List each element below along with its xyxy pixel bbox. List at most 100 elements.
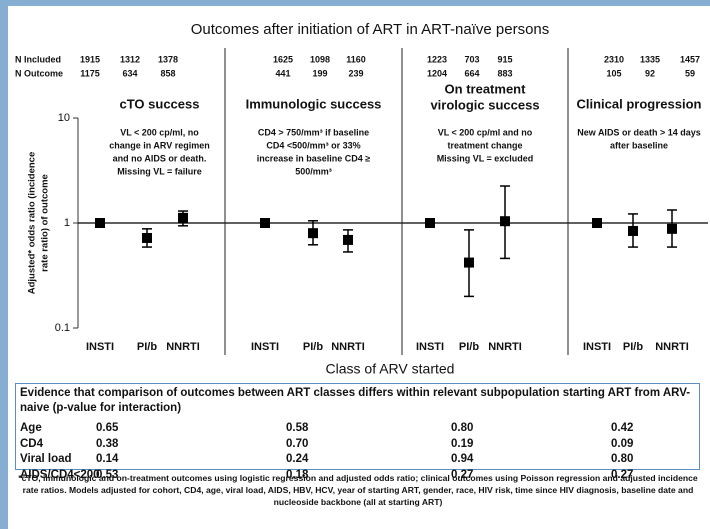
table-cell: 0.38 [96,437,119,450]
point [343,234,353,245]
n-included: 1223 [427,54,447,64]
table-cell: 0.18 [286,468,309,481]
point [178,212,188,223]
panel-note: treatment change [447,140,522,150]
table-cell: 0.58 [286,422,309,434]
n-outcome: 883 [497,68,512,78]
n-outcome-label: N Outcome [15,68,63,78]
n-outcome: 634 [122,68,137,78]
n-included: 1378 [158,54,178,64]
n-outcome: 59 [685,68,695,78]
x-tick-label: PI/b [303,341,323,353]
n-included: 1625 [273,54,293,64]
n-outcome: 441 [275,68,290,78]
x-axis-label: Class of ARV started [326,361,455,375]
table-cell: 0.80 [451,422,474,434]
table-cell: 0.65 [96,422,119,434]
table-cell: 0.42 [611,422,634,434]
point [500,216,510,227]
point [425,218,435,228]
x-tick-label: PI/b [137,341,157,353]
x-tick-label: INSTI [251,341,279,353]
x-tick-label: NNRTI [166,341,200,353]
table-cell: 0.19 [451,437,474,450]
panel-title: Immunologic success [246,96,382,111]
point [667,223,677,234]
panel-note: 500/mm³ [295,166,332,176]
point [592,218,602,228]
point [95,218,105,228]
n-outcome: 105 [606,68,621,78]
panel-note: VL < 200 cp/ml, no [120,127,199,137]
panel-note: Missing VL = excluded [437,153,534,163]
table-cell: 0.53 [96,468,119,481]
panel-note: New AIDS or death > 14 days [577,127,700,137]
n-included-label: N Included [15,54,61,64]
n-included: 2310 [604,54,624,64]
panel-note: CD4 <500/mm³ or 33% [266,140,360,150]
n-outcome: 664 [464,68,479,78]
row-label: AIDS/CD4<200 [20,468,100,481]
y-axis-label: Adjusted* odds ratio (incidence [27,152,38,295]
y-tick-label: 1 [64,217,70,229]
panel-note: CD4 > 750/mm³ if baseline [258,127,369,137]
panel-note: VL < 200 cp/ml and no [438,127,533,137]
n-included: 1457 [680,54,700,64]
interaction-table: Evidence that comparison of outcomes bet… [15,383,700,481]
panel-note: and no AIDS or death. [113,153,207,163]
point [260,218,270,228]
x-tick-label: PI/b [459,341,479,353]
y-axis-label: rate ratio) of outcome [40,174,51,272]
table-cell: 0.09 [611,437,634,450]
n-included: 1335 [640,54,660,64]
x-tick-label: NNRTI [331,341,365,353]
x-tick-label: NNRTI [488,341,522,353]
x-tick-label: NNRTI [655,341,689,353]
y-tick-label: 0.1 [55,322,70,334]
n-included: 1098 [310,54,330,64]
n-included: 1160 [346,54,366,64]
table-cell: 0.94 [451,453,474,465]
point [142,232,152,243]
table-cell: 0.24 [286,453,309,465]
panel-title: On treatment [445,81,527,96]
table-cell: 0.14 [96,453,119,465]
panel-title: virologic success [430,97,539,112]
panel-note: change in ARV regimen [109,140,210,150]
x-tick-label: INSTI [86,341,114,353]
x-tick-label: PI/b [623,341,643,353]
n-outcome: 199 [312,68,327,78]
table-title: Evidence that comparison of outcomes bet… [20,387,691,414]
row-label: CD4 [20,437,44,450]
y-tick-label: 10 [58,112,70,124]
row-label: Age [20,422,42,434]
table-cell: 0.70 [286,437,309,450]
row-label: Viral load [20,453,72,465]
point [464,257,474,268]
panel-title: Clinical progression [577,96,702,111]
x-tick-label: INSTI [583,341,611,353]
table-cell: 0.80 [611,453,634,465]
footnote: *cTO, immunologic and on-treatment outco… [18,473,698,507]
n-included: 915 [497,54,512,64]
n-outcome: 92 [645,68,655,78]
chart-title: Outcomes after initiation of ART in ART-… [191,21,550,38]
n-outcome: 239 [348,68,363,78]
n-included: 1312 [120,54,140,64]
point [628,225,638,236]
n-outcome: 1175 [80,68,100,78]
slide: Outcomes after initiation of ART in ART-… [8,6,710,529]
chart: Outcomes after initiation of ART in ART-… [15,21,708,375]
n-included: 1915 [80,54,100,64]
n-outcome: 1204 [427,68,447,78]
table-cell: 0.27 [611,468,634,481]
table-cell: 0.27 [451,468,474,481]
panel-note: increase in baseline CD4 ≥ [257,153,371,163]
panel-note: after baseline [610,140,668,150]
panel-note: Missing VL = failure [117,166,202,176]
x-tick-label: INSTI [416,341,444,353]
n-included: 703 [464,54,479,64]
point [308,228,318,239]
n-outcome: 858 [160,68,175,78]
